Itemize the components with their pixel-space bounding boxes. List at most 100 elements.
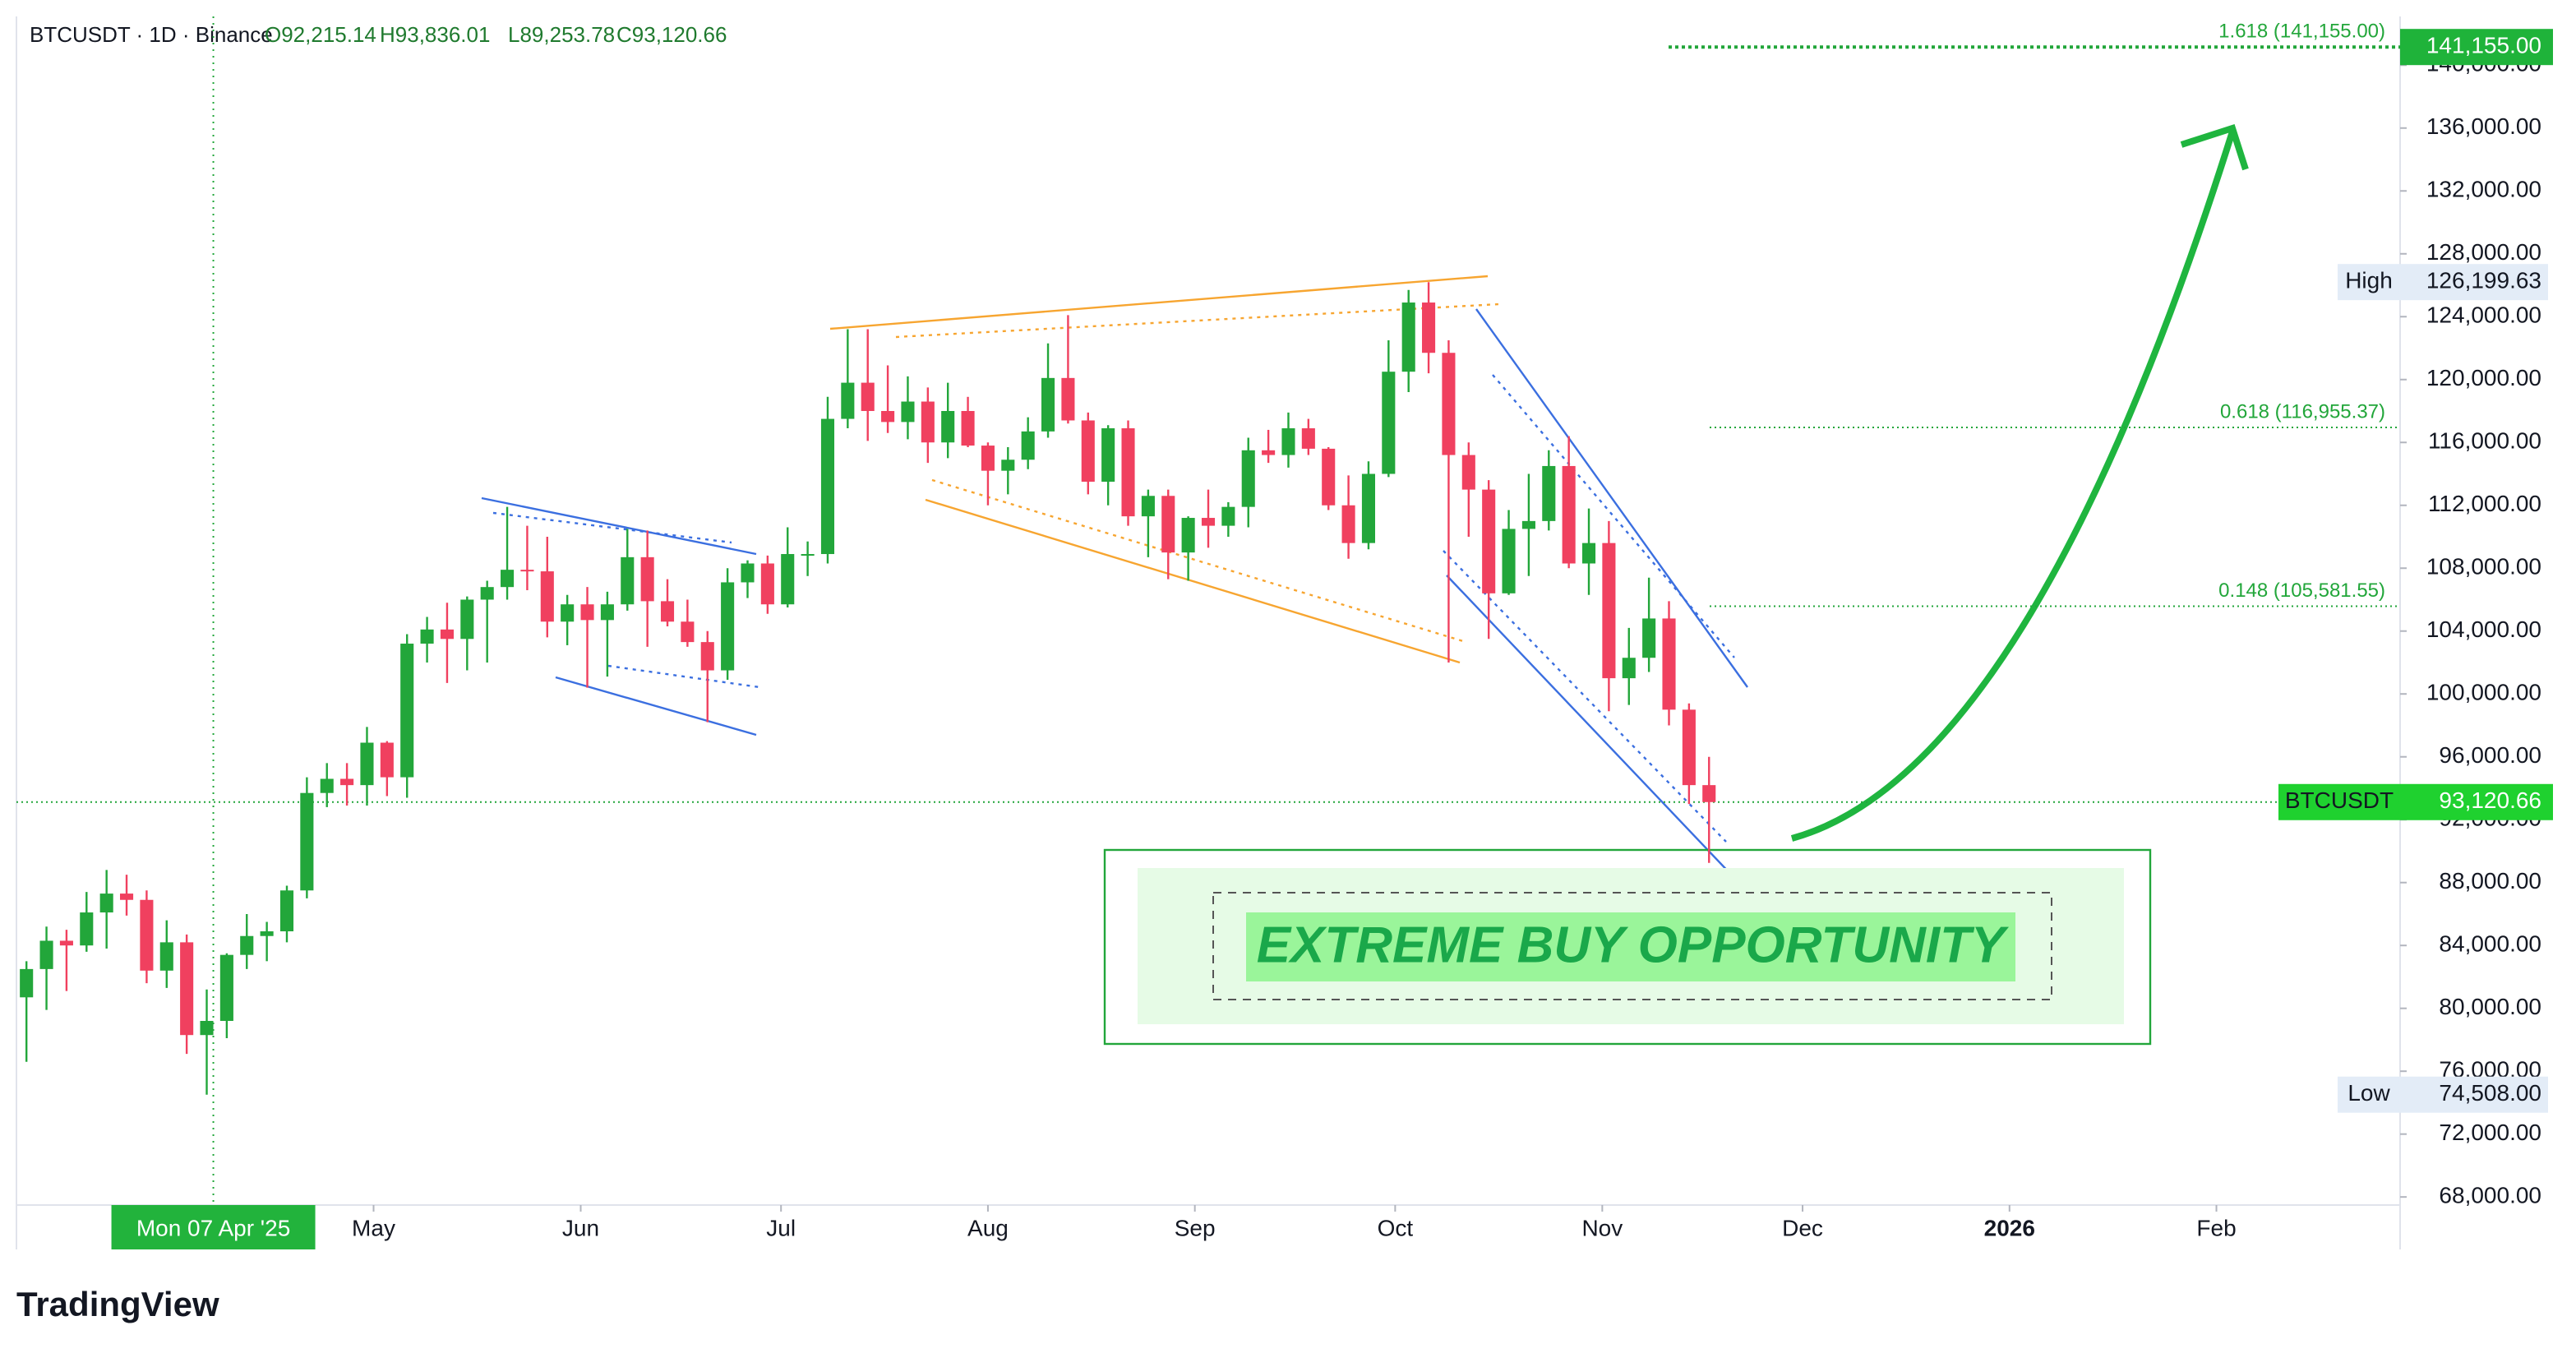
y-tick-label: 132,000.00 [2426,177,2541,202]
marker-name: Low [2347,1080,2390,1106]
candle-body [300,792,314,891]
candle-body [1322,448,1336,506]
candle-body [1101,428,1115,483]
marker-tag [2338,264,2548,301]
y-tick-label: 112,000.00 [2428,491,2541,516]
candle-body [1542,465,1556,521]
y-tick-label: 72,000.00 [2439,1120,2541,1145]
candle-body [1482,489,1496,593]
candle-body [961,411,975,446]
candle-body [320,778,334,793]
y-tick-label: 124,000.00 [2426,302,2541,328]
y-tick-label: 120,000.00 [2426,365,2541,390]
annotation: EXTREME BUY OPPORTUNITY [1257,917,2010,973]
candle-body [1181,518,1195,553]
header-text: L89,253.78 [508,22,615,47]
candle-body [279,890,294,931]
fib-label: 0.148 (105,581.55) [2218,580,2385,602]
price-tag [2400,29,2553,66]
candle-body [640,556,654,602]
trendline [895,302,1500,339]
symbol-tag [2278,783,2400,820]
candle-body [881,411,895,423]
marker-label: 74,508.00 [2439,1080,2541,1106]
candle-body [801,554,815,556]
candle-body [861,382,875,411]
candle-body [1001,459,1015,471]
arrow [1790,130,2236,842]
marker-name: High [2345,268,2393,293]
trendline [607,664,760,689]
trendline [492,511,732,544]
x-tick-label: 2026 [1984,1215,2035,1240]
x-tick-label: Jul [766,1215,796,1240]
candle-body [600,604,614,621]
trendline [555,676,757,737]
candle-body [420,629,434,644]
candle-body [1422,302,1436,353]
candle-body [721,582,735,671]
candle-body [1382,372,1396,474]
buy-zone-inner [1212,892,2052,1000]
candle-body [1061,377,1075,421]
header-text: BTCUSDT · 1D · Binance [30,22,273,47]
candle-body [901,401,915,423]
candle-body [921,401,935,443]
brand: TradingView [16,1285,219,1323]
y-tick-label: 104,000.00 [2426,616,2541,642]
x-tick-label: Dec [1782,1215,1823,1240]
candle-body [1161,496,1175,553]
candle-body [1682,709,1696,786]
candle-body [1702,785,1716,802]
y-tick-label: 100,000.00 [2426,680,2541,705]
candle-body [1301,428,1315,449]
candle-body [59,940,73,946]
buy-zone [1103,848,2152,1046]
crosshair-tag [111,1205,316,1249]
candle-body [741,563,755,583]
candle-body [240,935,254,955]
candle-body [1041,377,1055,432]
x-tick-label: Jun [562,1215,599,1240]
candle-body [400,644,414,778]
candle-body [1662,618,1676,710]
y-tick-label: 68,000.00 [2439,1183,2541,1208]
drawings [481,275,1748,879]
candle-body [1262,450,1276,455]
x-tick-label: Nov [1581,1215,1623,1240]
candle-body [99,894,113,913]
candle-body [460,599,474,640]
fib-label: 0.618 (116,955.37) [2220,400,2385,423]
candle-body [1021,431,1035,460]
trendline [481,496,757,556]
header-text: C93,120.66 [616,22,727,47]
marker-tag [2338,1076,2548,1113]
candle-body [159,942,173,971]
y-tick-label: 80,000.00 [2439,994,2541,1019]
trendline [931,478,1464,643]
candle-body [561,604,575,622]
trendline [1446,575,1735,879]
y-tick-label: 96,000.00 [2439,742,2541,768]
candle-body [1361,473,1375,543]
candle-body [380,742,394,778]
x-tick-label: Aug [967,1215,1009,1240]
x-tick-label: Sep [1175,1215,1216,1240]
y-tick-label: 108,000.00 [2426,554,2541,580]
label-highlight [1246,912,2015,981]
candle-body [540,571,554,622]
candle-body [80,912,94,946]
candle-body [941,411,955,443]
price-tag-label: 93,120.66 [2439,787,2541,813]
candle-body [520,570,534,572]
candle-body [119,894,134,900]
candle-body [1241,450,1255,507]
y-tick-label: 136,000.00 [2426,113,2541,139]
candle-body [580,604,594,621]
candle-body [1341,505,1355,543]
price-tag-label: 141,155.00 [2426,33,2541,58]
candle-body [1442,353,1456,455]
candle-body [1602,543,1616,679]
